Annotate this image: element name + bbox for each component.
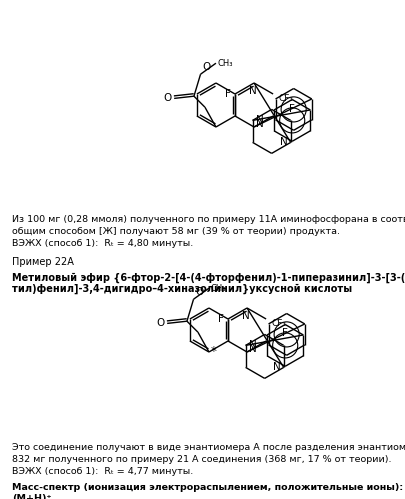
Text: ВЭЖХ (способ 1):  Rₜ = 4,77 минуты.: ВЭЖХ (способ 1): Rₜ = 4,77 минуты. (12, 467, 193, 476)
Text: CF₃: CF₃ (272, 319, 287, 328)
Text: ВЭЖХ (способ 1):  Rₜ = 4,80 минуты.: ВЭЖХ (способ 1): Rₜ = 4,80 минуты. (12, 239, 193, 248)
Text: F: F (225, 89, 231, 99)
Text: O: O (196, 287, 204, 297)
Text: N: N (242, 311, 250, 321)
Text: N: N (256, 115, 263, 125)
Text: CH₃: CH₃ (211, 284, 226, 293)
Text: F: F (282, 328, 288, 338)
Text: Это соединение получают в виде энантиомера А после разделения энантиомеров из: Это соединение получают в виде энантиоме… (12, 443, 405, 452)
Text: N: N (249, 86, 257, 96)
Text: общим способом [Ж] получают 58 мг (39 % от теории) продукта.: общим способом [Ж] получают 58 мг (39 % … (12, 227, 340, 236)
Text: CH₃: CH₃ (218, 59, 233, 68)
Text: N: N (256, 119, 264, 129)
Text: N: N (273, 362, 281, 372)
Text: O: O (163, 93, 171, 103)
Text: тил)фенил]-3,4-дигидро–4-хиназолинил}уксусной кислоты: тил)фенил]-3,4-дигидро–4-хиназолинил}укс… (12, 284, 352, 294)
Text: Масс-спектр (ионизация электрораспылением, положительные ионы): m/z = 544,9: Масс-спектр (ионизация электрораспыление… (12, 483, 405, 492)
Text: (М+H)⁺.: (М+H)⁺. (12, 494, 55, 499)
Text: Метиловый эфир {6-фтор-2-[4-(4-фторфенил)-1-пиперазинил]-3-[3-(трифторме-: Метиловый эфир {6-фтор-2-[4-(4-фторфенил… (12, 273, 405, 283)
Text: Из 100 мг (0,28 ммоля) полученного по примеру 11А иминофосфорана в соответствии : Из 100 мг (0,28 ммоля) полученного по пр… (12, 215, 405, 224)
Text: N: N (249, 340, 256, 350)
Text: O: O (156, 318, 164, 328)
Text: N: N (280, 137, 288, 147)
Text: F: F (289, 103, 295, 113)
Text: Пример 22А: Пример 22А (12, 257, 74, 267)
Text: N: N (249, 344, 257, 354)
Text: O: O (202, 62, 211, 72)
Text: 832 мг полученного по примеру 21 А соединения (368 мг, 17 % от теории).: 832 мг полученного по примеру 21 А соеди… (12, 455, 392, 464)
Text: F: F (218, 314, 224, 324)
Text: *: * (211, 344, 217, 357)
Text: CF₃: CF₃ (279, 94, 294, 103)
